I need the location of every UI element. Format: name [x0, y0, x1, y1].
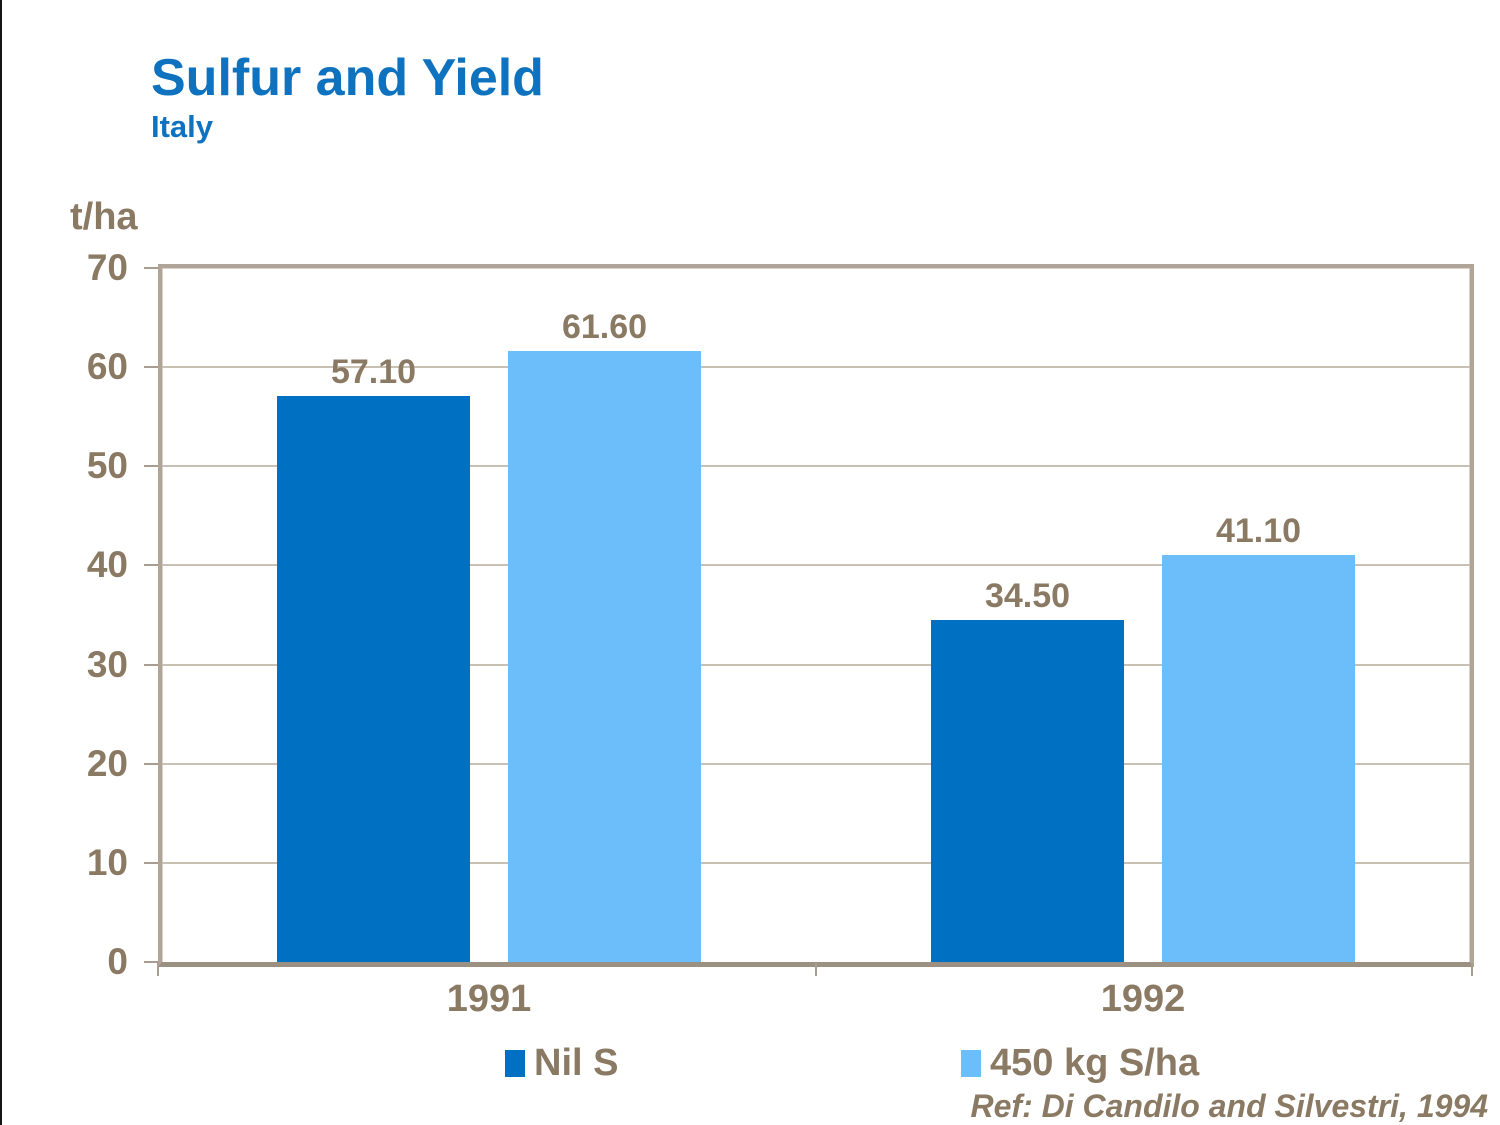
bar-value-label: 61.60 — [561, 308, 648, 347]
gridline — [162, 465, 1470, 468]
legend-swatch-450kg — [961, 1049, 981, 1077]
y-tick — [144, 366, 158, 369]
plot-inner: 57.10 61.60 34.50 41.10 — [162, 268, 1470, 962]
gridline — [162, 861, 1470, 864]
gridline — [162, 366, 1470, 369]
y-tick-label: 20 — [86, 742, 128, 784]
y-tick — [144, 564, 158, 567]
bar-value-label: 34.50 — [984, 576, 1071, 615]
legend-item-nil-s: Nil S — [505, 1041, 618, 1085]
legend-label-450kg: 450 kg S/ha — [990, 1041, 1200, 1084]
y-tick — [144, 267, 158, 269]
reference-text: Ref: Di Candilo and Silvestri, 1994 — [970, 1088, 1488, 1124]
bar — [931, 619, 1124, 962]
chart-title: Sulfur and Yield — [151, 49, 544, 107]
x-tick — [815, 963, 817, 976]
y-tick — [144, 762, 158, 765]
y-tick — [144, 465, 158, 468]
y-tick — [144, 861, 158, 864]
y-tick-label: 40 — [86, 544, 128, 586]
y-tick — [144, 663, 158, 666]
gridline — [162, 762, 1470, 765]
bar — [508, 351, 701, 962]
x-tick — [157, 963, 159, 976]
bar — [277, 395, 470, 962]
y-tick — [144, 961, 158, 963]
legend-item-450kg: 450 kg S/ha — [961, 1041, 1199, 1085]
gridline — [162, 663, 1470, 666]
left-edge-line — [0, 0, 2, 1125]
legend-label-nil-s: Nil S — [534, 1041, 619, 1084]
category-label: 1991 — [446, 978, 532, 1020]
y-tick-label: 70 — [86, 247, 128, 288]
y-tick-label: 50 — [86, 445, 128, 487]
gridline — [162, 564, 1470, 567]
x-tick — [1471, 963, 1473, 976]
y-tick-label: 30 — [86, 643, 128, 685]
y-tick-label: 10 — [86, 841, 128, 883]
y-axis-unit-label: t/ha — [70, 196, 138, 238]
bar-value-label: 41.10 — [1215, 511, 1302, 550]
bar — [1162, 554, 1355, 962]
plot-area: 57.10 61.60 34.50 41.10 — [158, 264, 1474, 967]
chart-subtitle: Italy — [151, 109, 214, 144]
y-tick-label: 60 — [86, 346, 128, 388]
bar-value-label: 57.10 — [330, 352, 417, 391]
category-label: 1992 — [1100, 978, 1186, 1020]
y-tick-label: 0 — [107, 941, 128, 982]
legend-swatch-nil-s — [505, 1049, 525, 1077]
